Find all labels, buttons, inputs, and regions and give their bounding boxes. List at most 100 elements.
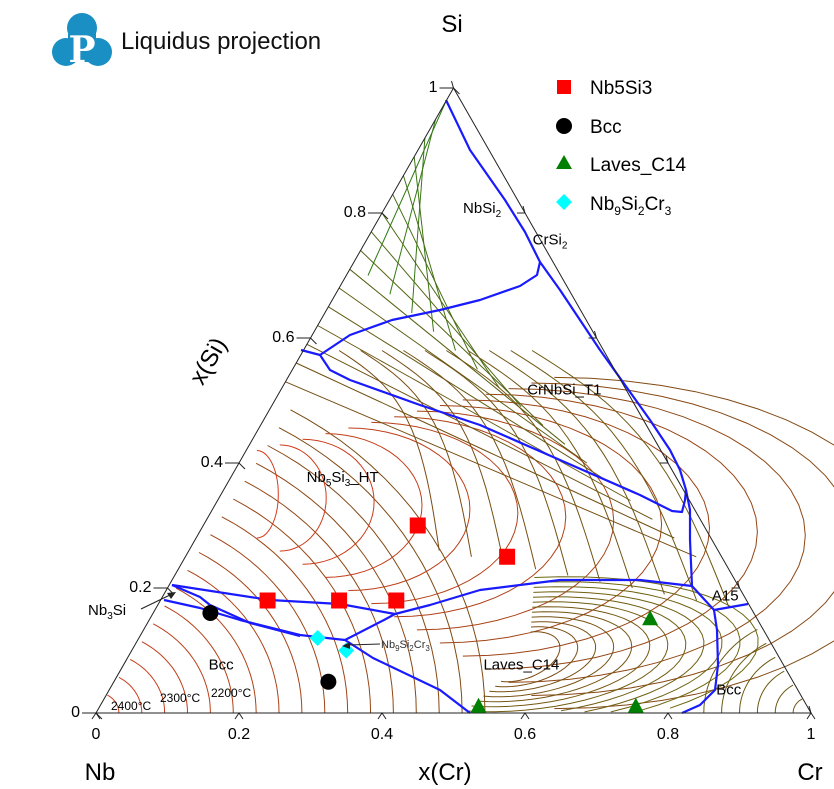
page-title: Liquidus projection bbox=[121, 28, 322, 55]
triangle-frame bbox=[95, 86, 812, 714]
tick-mark-cr bbox=[663, 712, 673, 720]
region-label: CrNbSi_T1 bbox=[527, 381, 601, 398]
isotherm-line bbox=[290, 409, 486, 714]
isotherm-line bbox=[295, 362, 675, 539]
isotherm-line bbox=[285, 381, 697, 558]
isotherm-line bbox=[348, 427, 471, 591]
logo-icon: P bbox=[52, 13, 112, 71]
isotherm-line bbox=[531, 382, 834, 696]
isotherm-line bbox=[349, 268, 566, 445]
phase-boundary-line bbox=[171, 578, 693, 616]
isotherm-line bbox=[739, 656, 776, 714]
tick-mark-right bbox=[517, 205, 526, 214]
phase-boundary-line bbox=[344, 613, 396, 641]
isotherm-line bbox=[175, 587, 257, 714]
marker-bcc bbox=[320, 673, 337, 690]
isotherm-line bbox=[370, 231, 522, 408]
tick-label-cr: 0 bbox=[92, 726, 101, 743]
isotherm-label-2200: 2200°C bbox=[211, 686, 251, 700]
tick-label-si: 0.8 bbox=[344, 204, 366, 221]
isotherm-line bbox=[485, 393, 758, 670]
tick-label-si: 0 bbox=[71, 704, 80, 721]
isotherm-line bbox=[164, 605, 234, 714]
isotherm-line bbox=[306, 343, 653, 520]
isotherm-line bbox=[360, 250, 544, 426]
isotherm-line bbox=[477, 611, 633, 703]
annotation-nb3si: Nb3Si bbox=[88, 602, 126, 622]
isotherm-line bbox=[533, 591, 705, 713]
corner-label-si: Si bbox=[441, 11, 462, 38]
tick-label-cr: 0.4 bbox=[371, 726, 393, 743]
region-label: Bcc bbox=[716, 681, 742, 698]
isotherm-line bbox=[130, 659, 166, 714]
marker-bcc bbox=[202, 605, 219, 621]
legend: Nb5Si3 Bcc Laves_C14 Nb9Si2Cr3 bbox=[556, 78, 687, 218]
marker-laves_c14 bbox=[642, 610, 659, 626]
marker-nb9si2cr3 bbox=[338, 642, 355, 659]
tick-label-si: 1 bbox=[429, 79, 438, 96]
region-labels: NbSi2 CrSi2 CrNbSi_T1 Nb5Si3_HT A15 Laves_C14… bbox=[209, 200, 742, 698]
isotherm-line bbox=[328, 306, 609, 483]
phase-boundary-line bbox=[171, 583, 211, 606]
isotherm-line bbox=[267, 445, 440, 714]
isotherm-label-2400: 2400°C bbox=[111, 699, 151, 713]
isotherm-line bbox=[278, 427, 463, 714]
triangle-outline bbox=[95, 86, 812, 714]
annotation-arrow bbox=[347, 643, 381, 646]
annotation-arrow bbox=[140, 593, 173, 610]
isotherm-line bbox=[141, 641, 188, 714]
region-label: Nb5Si3_HT bbox=[307, 469, 379, 489]
isotherm-line bbox=[392, 194, 478, 370]
tick-mark-si bbox=[153, 587, 174, 595]
isotherm-line bbox=[774, 684, 794, 713]
data-markers bbox=[202, 517, 659, 713]
isotherm-line bbox=[531, 350, 730, 607]
isotherm-line bbox=[302, 438, 375, 565]
isotherm-line bbox=[256, 450, 279, 539]
isotherm-line bbox=[371, 421, 519, 605]
tick-mark-cr bbox=[234, 712, 244, 720]
corner-label-cr: Cr bbox=[797, 759, 822, 786]
tick-mark-cr bbox=[377, 712, 387, 720]
isotherm-line bbox=[394, 416, 567, 618]
svg-text:P: P bbox=[68, 29, 95, 70]
legend-triangle-icon bbox=[556, 155, 572, 169]
app-logo: P bbox=[52, 12, 112, 71]
phase-boundary-line bbox=[319, 99, 542, 356]
phase-boundaries bbox=[163, 99, 749, 715]
phase-boundary-line bbox=[681, 609, 720, 715]
isotherm-line bbox=[381, 350, 504, 564]
isotherm-line bbox=[462, 399, 711, 657]
tick-mark-si bbox=[225, 462, 246, 470]
isotherm-line bbox=[187, 569, 280, 714]
legend-diamond-icon bbox=[556, 194, 572, 210]
region-label: Laves_C14 bbox=[483, 656, 559, 673]
tick-label-cr: 0.8 bbox=[657, 726, 679, 743]
marker-nb9si2cr3 bbox=[309, 630, 326, 646]
isotherm-line bbox=[317, 325, 631, 501]
phase-boundary-line bbox=[684, 489, 749, 612]
isotherm-line bbox=[554, 376, 834, 710]
isotherm-line bbox=[279, 444, 327, 552]
isotherm-line bbox=[446, 350, 601, 582]
isotherm-line bbox=[198, 552, 303, 714]
isotherm-line bbox=[721, 642, 767, 714]
isotherm-line bbox=[360, 350, 472, 557]
isotherm-line bbox=[489, 350, 665, 595]
corner-label-nb: Nb bbox=[85, 759, 116, 786]
isotherm-line bbox=[118, 676, 143, 714]
isotherm-line bbox=[338, 350, 440, 551]
tick-mark-right bbox=[660, 455, 669, 464]
isotherm-line bbox=[756, 670, 785, 714]
region-label: NbSi2 bbox=[463, 200, 502, 220]
region-label: Bcc bbox=[209, 656, 235, 673]
legend-label-bcc: Bcc bbox=[590, 117, 622, 138]
tick-mark-right bbox=[588, 330, 598, 339]
isotherm-line bbox=[532, 596, 687, 712]
isotherm-line bbox=[534, 581, 741, 712]
phase-boundary-line bbox=[209, 603, 301, 638]
isotherm-line bbox=[465, 601, 669, 713]
marker-nb5si3 bbox=[259, 592, 276, 609]
annotations: Nb3Si Nb9Si2Cr3 2400°C 2300°C 2200°C bbox=[88, 592, 430, 713]
marker-nb5si3 bbox=[388, 592, 405, 609]
